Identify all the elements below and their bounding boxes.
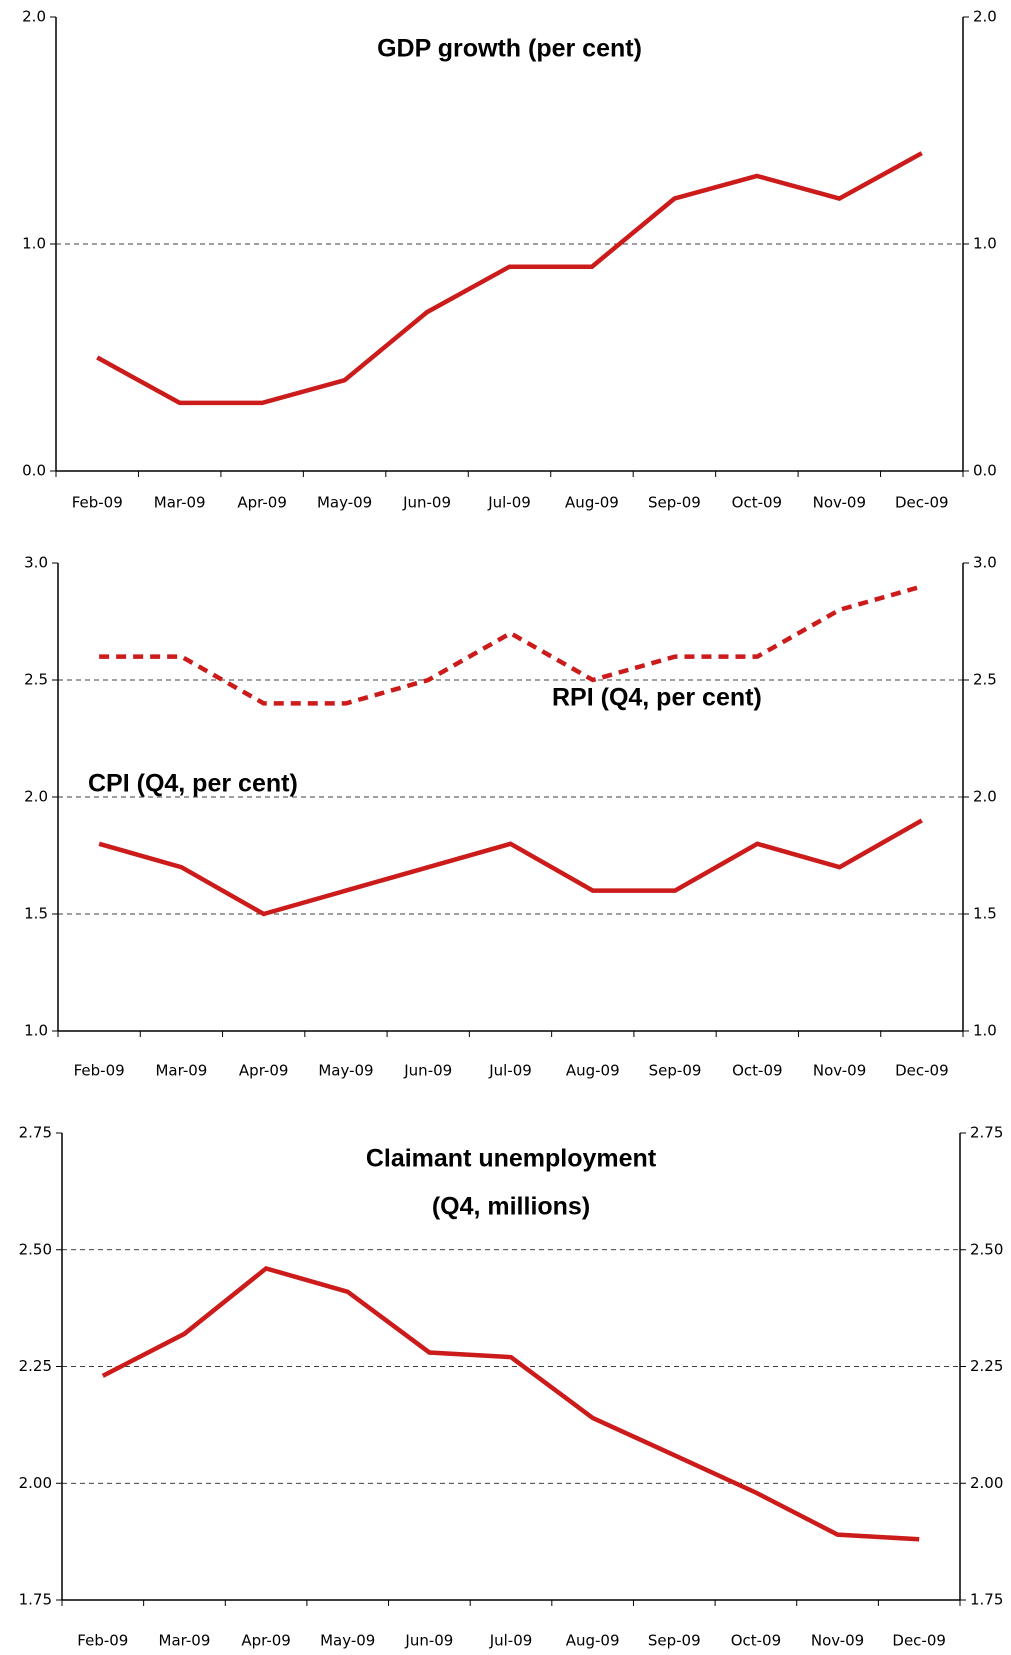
y-tick-label: 1.0	[24, 1022, 48, 1040]
x-tick-label: Oct-09	[731, 1632, 781, 1650]
x-tick-label: Jun-09	[403, 1062, 452, 1080]
x-tick-label: Feb-09	[74, 1062, 125, 1080]
y2-tick-label: 1.0	[973, 1022, 997, 1040]
x-tick-label: Aug-09	[565, 494, 619, 512]
series-label: CPI (Q4, per cent)	[88, 770, 298, 798]
x-tick-label: Jul-09	[489, 1632, 533, 1650]
x-tick-label: Sep-09	[648, 494, 701, 512]
x-tick-label: Apr-09	[237, 494, 287, 512]
y-tick-label: 0.0	[22, 462, 46, 480]
x-tick-label: Mar-09	[155, 1062, 207, 1080]
x-tick-label: Nov-09	[813, 494, 866, 512]
y2-tick-label: 2.0	[973, 788, 997, 806]
x-tick-label: May-09	[318, 1062, 373, 1080]
y2-tick-label: 2.5	[973, 671, 997, 689]
x-tick-label: Oct-09	[732, 1062, 782, 1080]
data-line	[96, 151, 923, 406]
data-line	[101, 1265, 920, 1542]
y2-tick-label: 2.00	[970, 1474, 1003, 1492]
y2-tick-label: 2.75	[970, 1124, 1003, 1142]
x-tick-label: Oct-09	[732, 494, 782, 512]
x-tick-label: Aug-09	[566, 1632, 620, 1650]
x-tick-label: Jun-09	[404, 1632, 453, 1650]
x-tick-label: Sep-09	[648, 1632, 701, 1650]
x-tick-label: Nov-09	[813, 1062, 866, 1080]
x-tick-label: Dec-09	[895, 494, 949, 512]
x-tick-label: Jul-09	[487, 494, 531, 512]
y2-tick-label: 2.50	[970, 1240, 1003, 1258]
y-tick-label: 2.50	[19, 1240, 52, 1258]
x-tick-label: Nov-09	[811, 1632, 864, 1650]
x-tick-label: Sep-09	[649, 1062, 702, 1080]
data-line	[98, 818, 923, 917]
x-tick-label: Mar-09	[154, 494, 206, 512]
y-tick-label: 2.0	[24, 788, 48, 806]
chart-title: Claimant unemployment	[366, 1145, 657, 1173]
y2-tick-label: 1.5	[973, 905, 997, 923]
y2-tick-label: 1.75	[970, 1591, 1003, 1609]
x-tick-label: Jul-09	[488, 1062, 532, 1080]
x-tick-label: Mar-09	[159, 1632, 211, 1650]
y2-tick-label: 3.0	[973, 554, 997, 572]
y-tick-label: 2.25	[19, 1357, 52, 1375]
x-tick-label: May-09	[317, 494, 372, 512]
x-tick-label: Jun-09	[402, 494, 451, 512]
y-tick-label: 2.5	[24, 671, 48, 689]
series-label: RPI (Q4, per cent)	[552, 684, 762, 712]
y2-tick-label: 1.0	[973, 235, 997, 253]
y-tick-label: 2.75	[19, 1124, 52, 1142]
x-tick-label: May-09	[320, 1632, 375, 1650]
chart-title: GDP growth (per cent)	[377, 35, 642, 63]
x-tick-label: Feb-09	[77, 1632, 128, 1650]
data-line	[99, 584, 923, 706]
x-tick-label: Dec-09	[895, 1062, 949, 1080]
y-tick-label: 1.75	[19, 1591, 52, 1609]
x-tick-label: Aug-09	[566, 1062, 620, 1080]
y-tick-label: 1.5	[24, 905, 48, 923]
x-tick-label: Feb-09	[72, 494, 123, 512]
y-tick-label: 1.0	[22, 235, 46, 253]
x-tick-label: Apr-09	[241, 1632, 291, 1650]
y2-tick-label: 2.25	[970, 1357, 1003, 1375]
y2-tick-label: 2.0	[973, 8, 997, 26]
y-tick-label: 2.00	[19, 1474, 52, 1492]
x-tick-label: Dec-09	[892, 1632, 946, 1650]
y-tick-label: 2.0	[22, 8, 46, 26]
x-tick-label: Apr-09	[239, 1062, 289, 1080]
y2-tick-label: 0.0	[973, 462, 997, 480]
chart-subtitle: (Q4, millions)	[432, 1193, 590, 1221]
y-tick-label: 3.0	[24, 554, 48, 572]
